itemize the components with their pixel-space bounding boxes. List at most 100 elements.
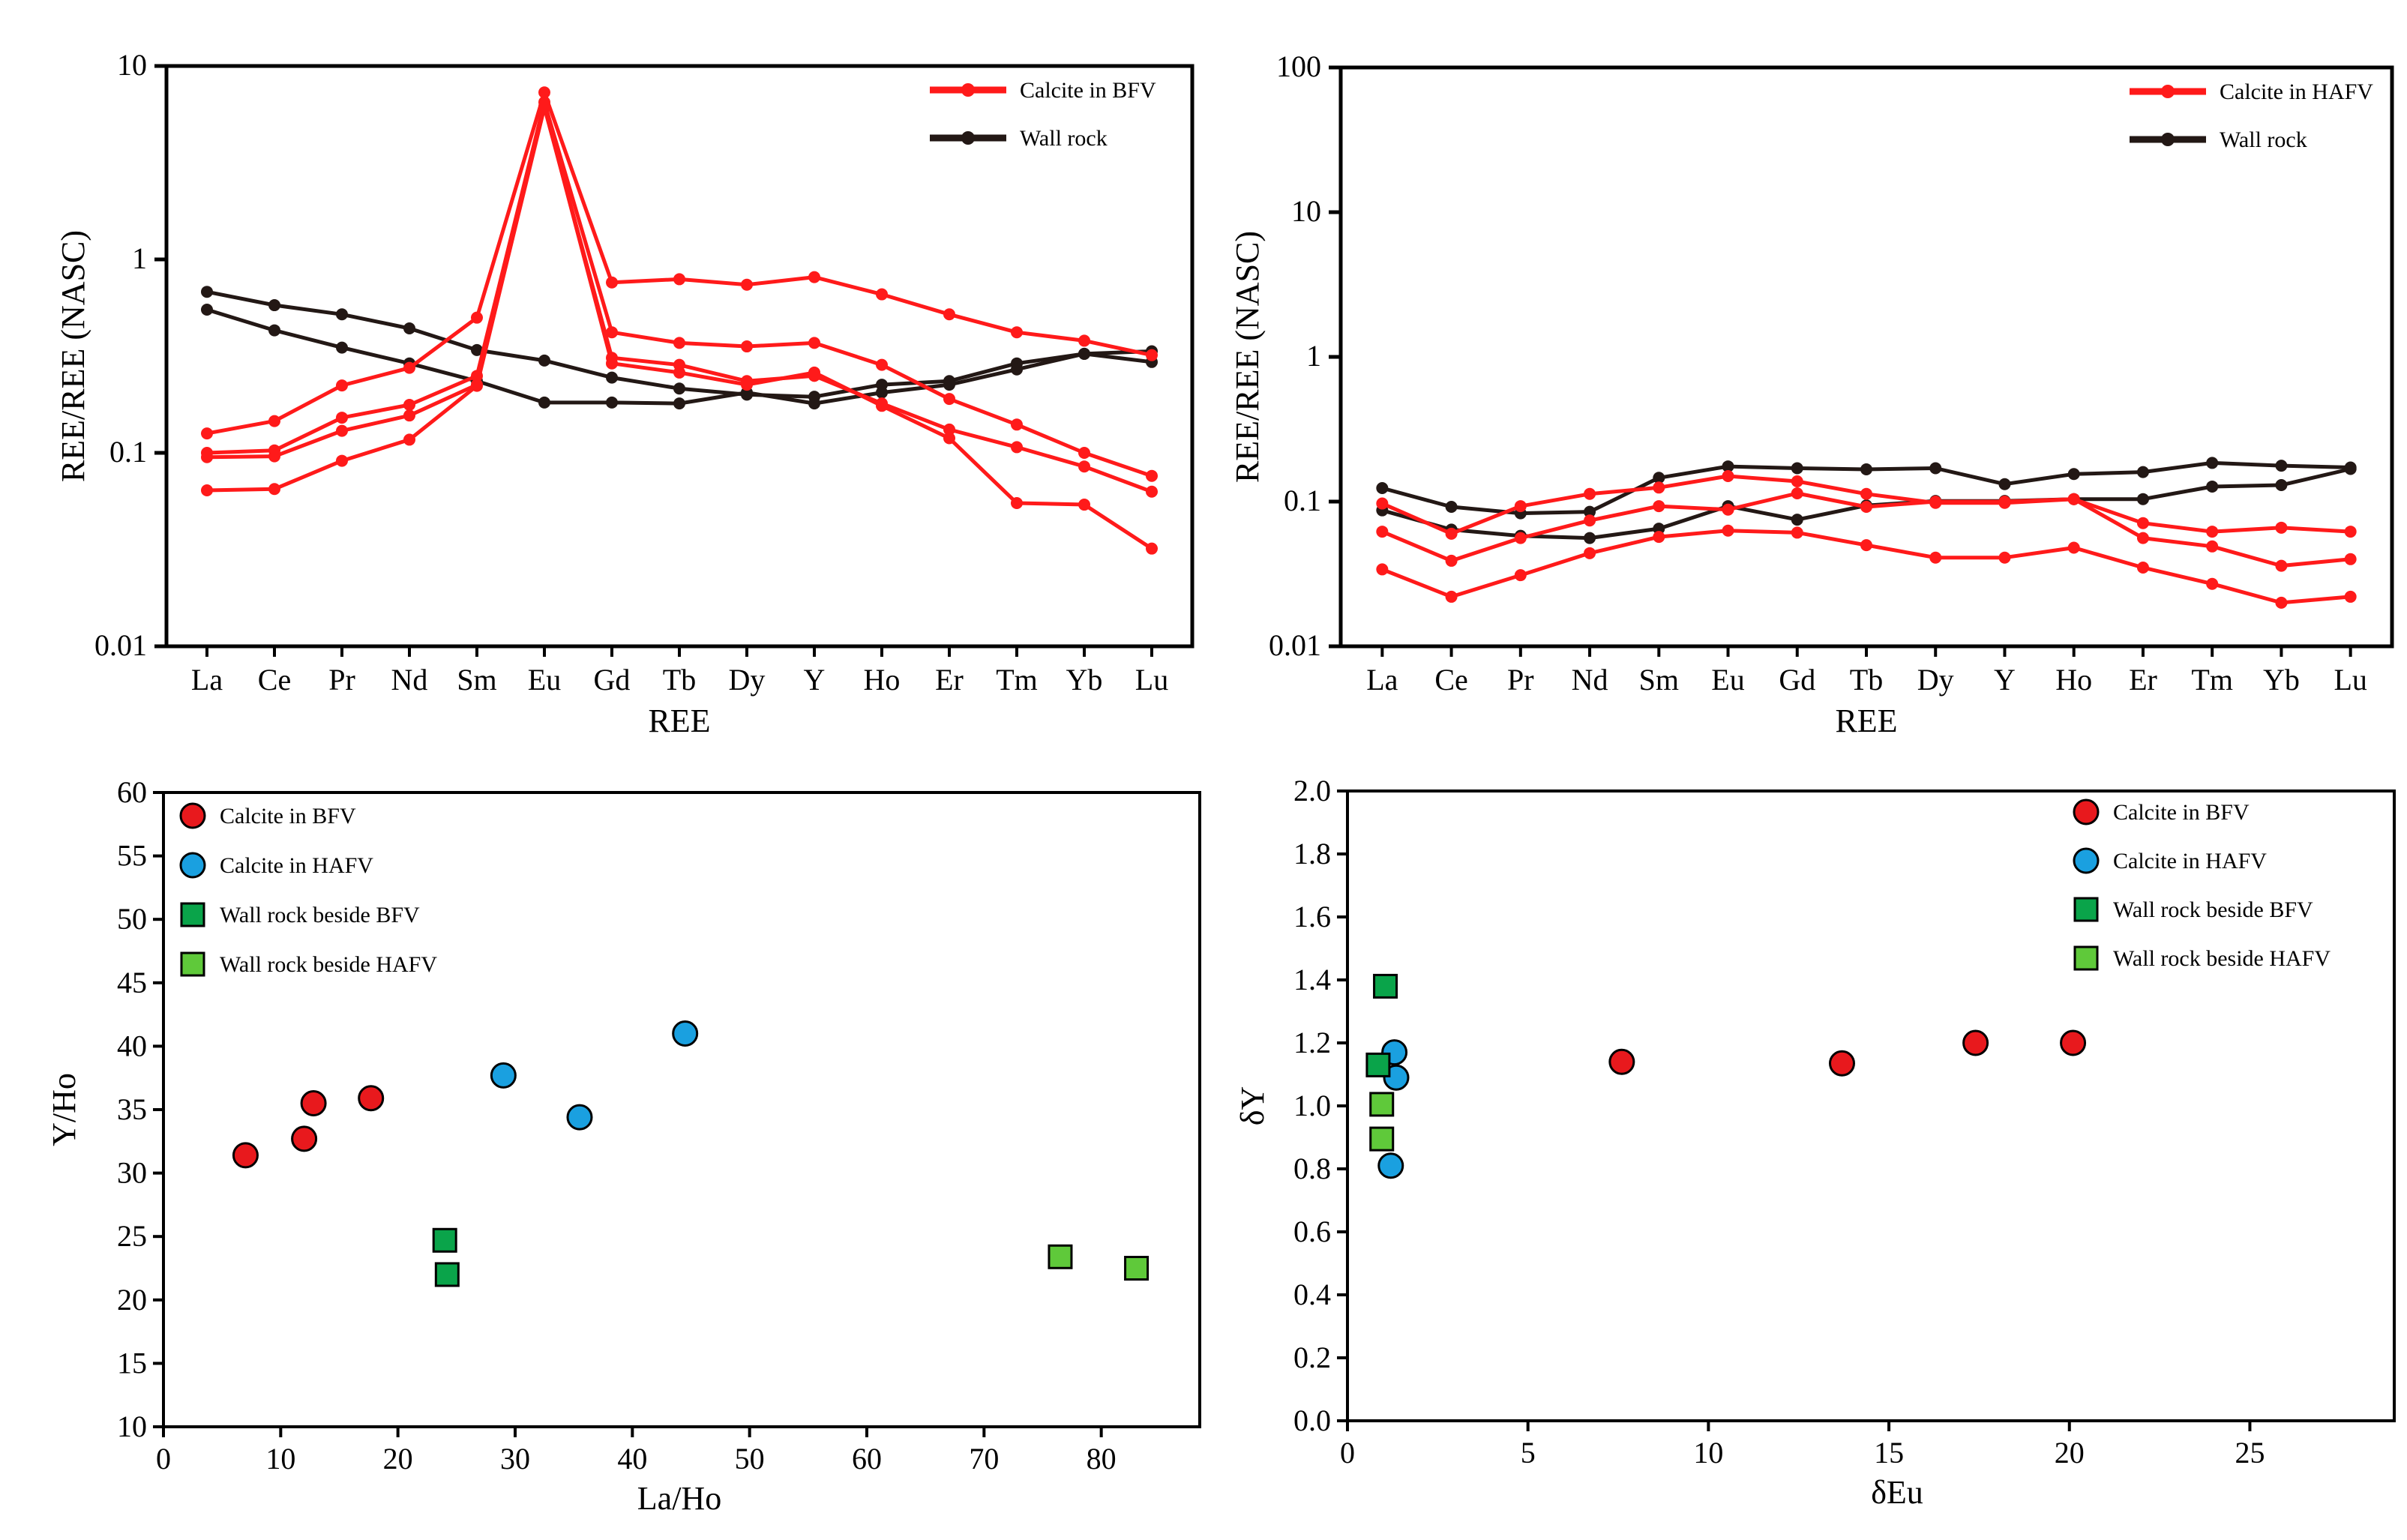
calcite-hafv-point (1377, 1152, 1404, 1179)
series-point (471, 343, 483, 356)
series-point (808, 271, 820, 283)
series-point (741, 379, 753, 391)
series-point (808, 337, 820, 349)
wall-hafv-point (1369, 1126, 1395, 1152)
legend-marker (961, 131, 975, 145)
series-point (2275, 479, 2288, 492)
calcite-bfv-point (300, 1090, 327, 1117)
series-point (1011, 418, 1023, 431)
x-tick-label: 20 (2055, 1436, 2085, 1470)
x-tick-label: Nd (391, 663, 428, 697)
legend-marker (2073, 798, 2100, 825)
y-tick-label: 10 (117, 48, 147, 82)
legend-label: Calcite in BFV (2113, 800, 2250, 825)
series-point (606, 326, 618, 339)
series-point (336, 308, 348, 321)
series-point (2136, 493, 2149, 505)
legend-label: Wall rock beside BFV (220, 903, 420, 927)
series-point (1445, 554, 1458, 567)
calcite-hafv-point (490, 1062, 517, 1089)
series-point (1445, 500, 1458, 513)
series-point (403, 361, 415, 374)
legend-label: Calcite in HAFV (220, 853, 373, 878)
series-point (2136, 466, 2149, 478)
x-tick-label: 50 (735, 1442, 765, 1476)
series-point (1722, 460, 1734, 473)
calcite-bfv-point (232, 1142, 259, 1169)
x-tick-label: 20 (383, 1442, 413, 1476)
y-axis-title: δY (1234, 1086, 1271, 1126)
y-tick-label: 1.6 (1293, 900, 1331, 933)
calcite-bfv-point (1962, 1029, 1989, 1056)
x-tick-label: Lu (2334, 663, 2367, 697)
series-point (1078, 499, 1090, 511)
calcite-bfv-point (291, 1125, 318, 1152)
series-point (1929, 551, 1942, 564)
x-tick-label: 30 (500, 1442, 530, 1476)
calcite-series-line (206, 105, 1153, 494)
legend-label: Calcite in HAFV (2113, 849, 2267, 873)
series-point (1860, 500, 1872, 513)
series-point (2206, 457, 2219, 469)
legend-marker (179, 802, 206, 829)
x-tick-label: 80 (1087, 1442, 1117, 1476)
series-point (741, 340, 753, 353)
series-point (403, 322, 415, 334)
y-tick-label: 0.4 (1293, 1278, 1331, 1311)
x-tick-label: Tm (996, 663, 1038, 697)
x-tick-label: 25 (2235, 1436, 2265, 1470)
series-point (1445, 527, 1458, 540)
y-tick-label: 50 (117, 902, 147, 936)
series-point (1929, 462, 1942, 475)
series-point (943, 379, 955, 391)
series-point (606, 396, 618, 409)
series-point (2136, 532, 2149, 544)
series-point (403, 409, 415, 422)
series-point (1860, 539, 1872, 552)
x-tick-label: Er (2129, 663, 2157, 697)
x-tick-label: Pr (328, 663, 355, 697)
series-point (2206, 526, 2219, 538)
series-point (201, 303, 213, 316)
series-point (943, 432, 955, 445)
series-point (201, 451, 213, 463)
legend-label: Wall rock (2220, 127, 2307, 152)
x-tick-label: Ho (2055, 663, 2092, 697)
series-point (2206, 480, 2219, 493)
series-point (1584, 532, 1596, 544)
y-tick-label: 40 (117, 1029, 147, 1062)
series-point (1146, 485, 1158, 498)
series-point (403, 433, 415, 446)
calcite-bfv-point (1828, 1050, 1855, 1077)
series-point (1791, 514, 1803, 526)
series-point (538, 86, 550, 99)
calcite-bfv-point (358, 1085, 385, 1112)
x-tick-label: La (1366, 663, 1398, 697)
calcite-series-line (206, 100, 1153, 478)
series-point (1146, 469, 1158, 482)
series-point (1078, 347, 1090, 360)
series-point (2206, 577, 2219, 590)
y-tick-label: 0.1 (109, 435, 147, 469)
series-point (1376, 497, 1389, 510)
y-tick-label: 0.2 (1293, 1341, 1331, 1374)
series-point (1584, 505, 1596, 518)
y-tick-label: 1.4 (1293, 963, 1331, 996)
legend-marker (961, 83, 975, 97)
x-tick-label: 10 (265, 1442, 295, 1476)
series-point (1791, 526, 1803, 539)
x-tick-label: Lu (1135, 663, 1168, 697)
series-point (201, 427, 213, 440)
y-tick-label: 20 (117, 1283, 147, 1317)
plot-frame (164, 64, 1195, 649)
series-point (1998, 496, 2011, 508)
series-point (741, 278, 753, 291)
series-point (1146, 349, 1158, 361)
x-tick-label: Pr (1507, 663, 1534, 697)
series-point (1998, 478, 2011, 490)
series-point (1376, 481, 1389, 494)
wall-bfv-point (432, 1227, 457, 1253)
legend-label: Wall rock beside BFV (2113, 897, 2313, 922)
series-point (1791, 487, 1803, 500)
legend-label: Wall rock beside HAFV (2113, 946, 2331, 971)
